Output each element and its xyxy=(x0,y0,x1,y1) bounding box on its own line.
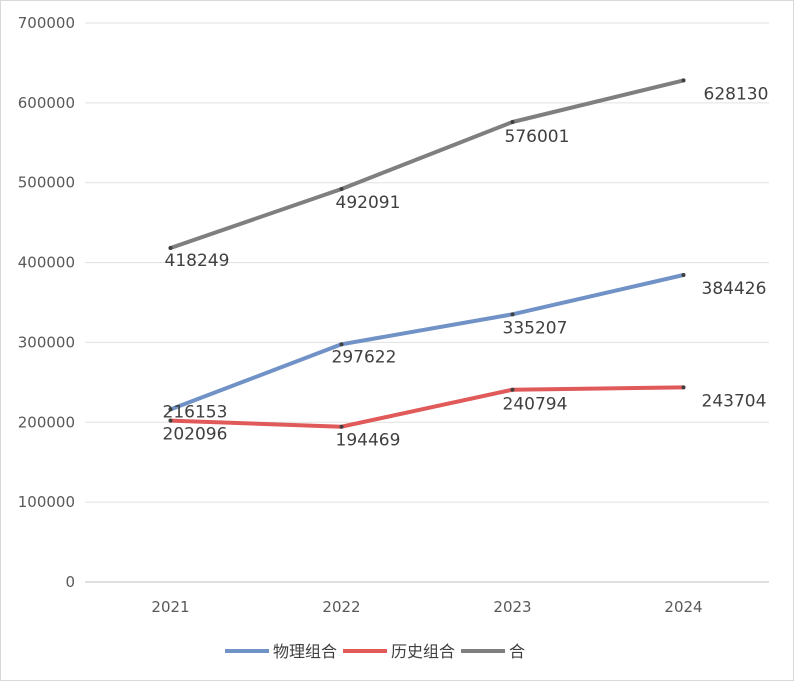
data-label: 202096 xyxy=(163,425,228,445)
series-line xyxy=(168,385,686,429)
data-labels: 216153 297622 335207 384426 202096 194469 2407… xyxy=(163,84,769,450)
y-tick-label: 100000 xyxy=(18,493,75,511)
x-axis: 2021 2022 2023 2024 xyxy=(151,598,702,616)
legend: 物理组合 历史组合 合 xyxy=(225,642,525,661)
data-point xyxy=(681,273,686,278)
legend-label: 物理组合 xyxy=(273,642,337,661)
data-point xyxy=(681,78,686,83)
series-lines xyxy=(168,78,686,429)
data-label: 216153 xyxy=(163,402,228,422)
y-axis: 0 100000 200000 300000 400000 500000 600000 700… xyxy=(18,14,75,591)
data-point xyxy=(168,245,173,250)
data-label: 628130 xyxy=(704,84,769,104)
y-tick-label: 700000 xyxy=(18,14,75,32)
y-tick-label: 200000 xyxy=(18,413,75,431)
data-label: 194469 xyxy=(336,431,401,451)
data-label: 418249 xyxy=(165,251,230,271)
data-point xyxy=(168,407,173,412)
data-label: 243704 xyxy=(702,391,767,411)
legend-label: 合 xyxy=(509,642,525,661)
data-label: 384426 xyxy=(702,279,767,299)
data-point xyxy=(510,312,515,317)
data-point xyxy=(339,187,344,192)
data-label: 492091 xyxy=(336,193,401,213)
x-tick-label: 2023 xyxy=(493,598,531,616)
data-point xyxy=(510,387,515,392)
data-point xyxy=(681,385,686,390)
data-label: 335207 xyxy=(503,318,568,338)
data-point xyxy=(339,424,344,429)
x-tick-label: 2024 xyxy=(664,598,702,616)
data-label: 297622 xyxy=(332,347,397,367)
y-tick-label: 0 xyxy=(65,573,75,591)
data-label: 576001 xyxy=(505,127,570,147)
y-tick-label: 600000 xyxy=(18,94,75,112)
data-label: 240794 xyxy=(503,395,568,415)
y-tick-label: 400000 xyxy=(18,254,75,272)
x-tick-label: 2021 xyxy=(151,598,189,616)
series-line xyxy=(168,273,686,412)
legend-label: 历史组合 xyxy=(391,642,455,661)
data-point xyxy=(168,418,173,423)
gridlines xyxy=(85,22,769,583)
data-point xyxy=(510,120,515,125)
data-point xyxy=(339,342,344,347)
x-tick-label: 2022 xyxy=(322,598,360,616)
y-tick-label: 300000 xyxy=(18,333,75,351)
series-line xyxy=(168,78,686,250)
y-tick-label: 500000 xyxy=(18,174,75,192)
